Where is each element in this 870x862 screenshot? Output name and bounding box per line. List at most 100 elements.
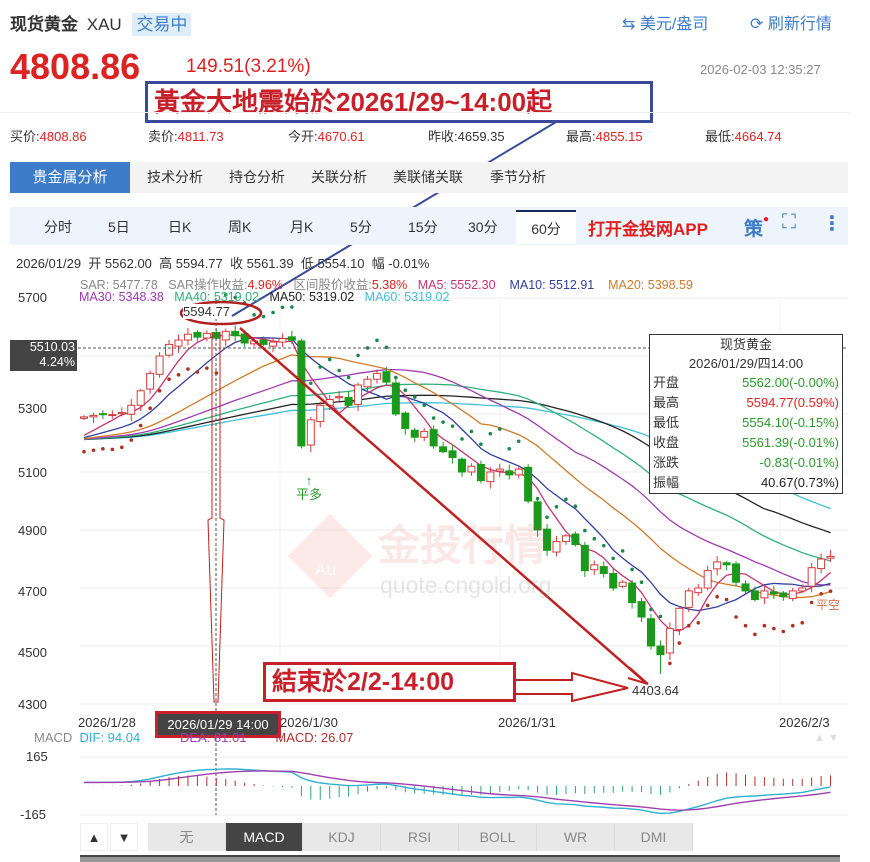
candle-body (174, 339, 183, 347)
period-tick[interactable]: 分时 (44, 219, 72, 235)
x-tick: 2026/2/3 (779, 715, 830, 730)
sar-dot (91, 448, 96, 453)
candle-body (495, 468, 504, 472)
period-5m[interactable]: 5分 (350, 219, 372, 235)
candle-body (618, 581, 627, 587)
sar-dot (318, 365, 323, 369)
more-icon[interactable]: ⋮ (822, 213, 842, 235)
refresh-icon: ⟳ (750, 16, 768, 33)
candle-body (335, 396, 344, 399)
tooltip-value: 40.67(0.73%) (760, 475, 839, 490)
indicator-tab-kdj[interactable]: KDJ (303, 823, 381, 851)
sar-dot (564, 497, 568, 502)
y-tick: 4900 (18, 523, 47, 538)
sar-dot (809, 600, 814, 605)
candle-body (165, 343, 174, 356)
panel-down-button[interactable]: ▼ (110, 823, 138, 851)
tab-seasonal[interactable]: 季节分析 (490, 169, 546, 185)
tab-correlation[interactable]: 关联分析 (311, 169, 367, 185)
sar-dot (724, 597, 729, 602)
sar-dot (290, 305, 294, 309)
candle-body (684, 590, 693, 608)
tab-fed[interactable]: 美联储关联 (393, 169, 463, 185)
tooltip-table: 开盘 5562.00(-0.00%) 最高 5594.77(0.59%) 最低 5554.… (650, 373, 842, 493)
candle-body (826, 555, 835, 559)
indicator-tab-rsi[interactable]: RSI (381, 823, 459, 851)
macd-arrows[interactable]: ▲ ▼ (814, 732, 839, 744)
candle-body (429, 429, 438, 447)
tooltip-value: 5562.00(-0.00%) (742, 375, 839, 390)
analysis-tabs (10, 162, 848, 193)
period-bar (10, 207, 848, 245)
price-change: 149.51(3.21%) (186, 56, 311, 77)
candle-body (221, 330, 230, 341)
candle-body (269, 341, 277, 347)
indicator-tab-wr[interactable]: WR (537, 823, 615, 851)
candle-body (599, 566, 608, 574)
crosshair-date-label: 2026/01/29 14:00 (155, 711, 281, 738)
panel-up-button[interactable]: ▲ (80, 823, 108, 851)
candle-body (675, 607, 684, 630)
candle-body (410, 429, 419, 438)
period-30m[interactable]: 30分 (468, 219, 498, 235)
watermark-logo-text: Au (315, 560, 336, 579)
indicator-tab-none[interactable]: 无 (148, 823, 226, 851)
candle-body (202, 332, 211, 339)
sar-dot (403, 388, 408, 393)
end-arrow (516, 671, 629, 703)
candle-body (382, 371, 391, 383)
candle-body (80, 416, 88, 419)
sar-dot (677, 641, 682, 645)
sar-dot (687, 623, 691, 628)
indicator-tab-dmi[interactable]: DMI (615, 823, 693, 851)
period-60m[interactable]: 60分 (516, 210, 576, 244)
sar-dot (516, 439, 521, 444)
sar-dot (120, 445, 124, 450)
sar-dot (101, 447, 105, 451)
candle-body (240, 333, 249, 344)
fullscreen-icon[interactable]: ⛶ (782, 211, 796, 233)
tab-technical[interactable]: 技术分析 (147, 169, 203, 185)
range-scrollbar[interactable] (80, 855, 840, 862)
sar-dot (346, 375, 351, 380)
indicator-tab-macd[interactable]: MACD (226, 823, 303, 851)
sar-dot (375, 338, 379, 343)
indicator-tab-boll[interactable]: BOLL (459, 823, 537, 851)
candle-body (798, 587, 807, 592)
sar-dot (696, 621, 701, 625)
tooltip-row: 收盘 5561.39(-0.01%) (650, 433, 842, 453)
sar-dot (157, 389, 162, 393)
candle-body (259, 339, 268, 345)
sar-dot (441, 420, 445, 424)
open-app-link[interactable]: 打开金投网APP (588, 220, 708, 239)
macd-legend: MACD DIF: 94.04 DEA: 81.01 MACD: 26.07 (34, 730, 354, 745)
candle-body (590, 564, 599, 571)
spike-marker (207, 332, 225, 703)
sar-dot (148, 406, 152, 411)
tab-positions[interactable]: 持仓分析 (229, 169, 285, 185)
candle-body (741, 583, 750, 592)
candle-body (354, 384, 363, 405)
x-tick: 2026/1/30 (280, 715, 338, 730)
watermark-url: quote.cngold.org (380, 572, 552, 598)
timestamp: 2026-02-03 12:35:27 (700, 62, 821, 77)
period-5d[interactable]: 5日 (108, 219, 130, 235)
candle-body (363, 378, 372, 388)
sar-dot (715, 594, 719, 599)
tab-precious-metals[interactable]: 贵金属分析 (10, 162, 130, 193)
period-15m[interactable]: 15分 (408, 219, 438, 235)
y-tick: 4700 (18, 584, 47, 599)
sar-dot (394, 375, 398, 380)
candle-body (476, 463, 485, 482)
sar-dot (233, 295, 237, 300)
period-month[interactable]: 月K (290, 219, 314, 235)
period-week[interactable]: 周K (228, 219, 252, 235)
period-day[interactable]: 日K (168, 219, 192, 235)
refresh-button[interactable]: ⟳ 刷新行情 (750, 10, 832, 34)
currency-button[interactable]: ⇆ 美元/盎司 (622, 10, 708, 34)
sar-dot (498, 427, 502, 431)
sar-dot (649, 607, 653, 612)
end-annotation: 結束於2/2-14:00 (263, 662, 516, 702)
tooltip-value: 5554.10(-0.15%) (742, 415, 839, 430)
strategy-icon[interactable]: 策● (744, 214, 770, 240)
